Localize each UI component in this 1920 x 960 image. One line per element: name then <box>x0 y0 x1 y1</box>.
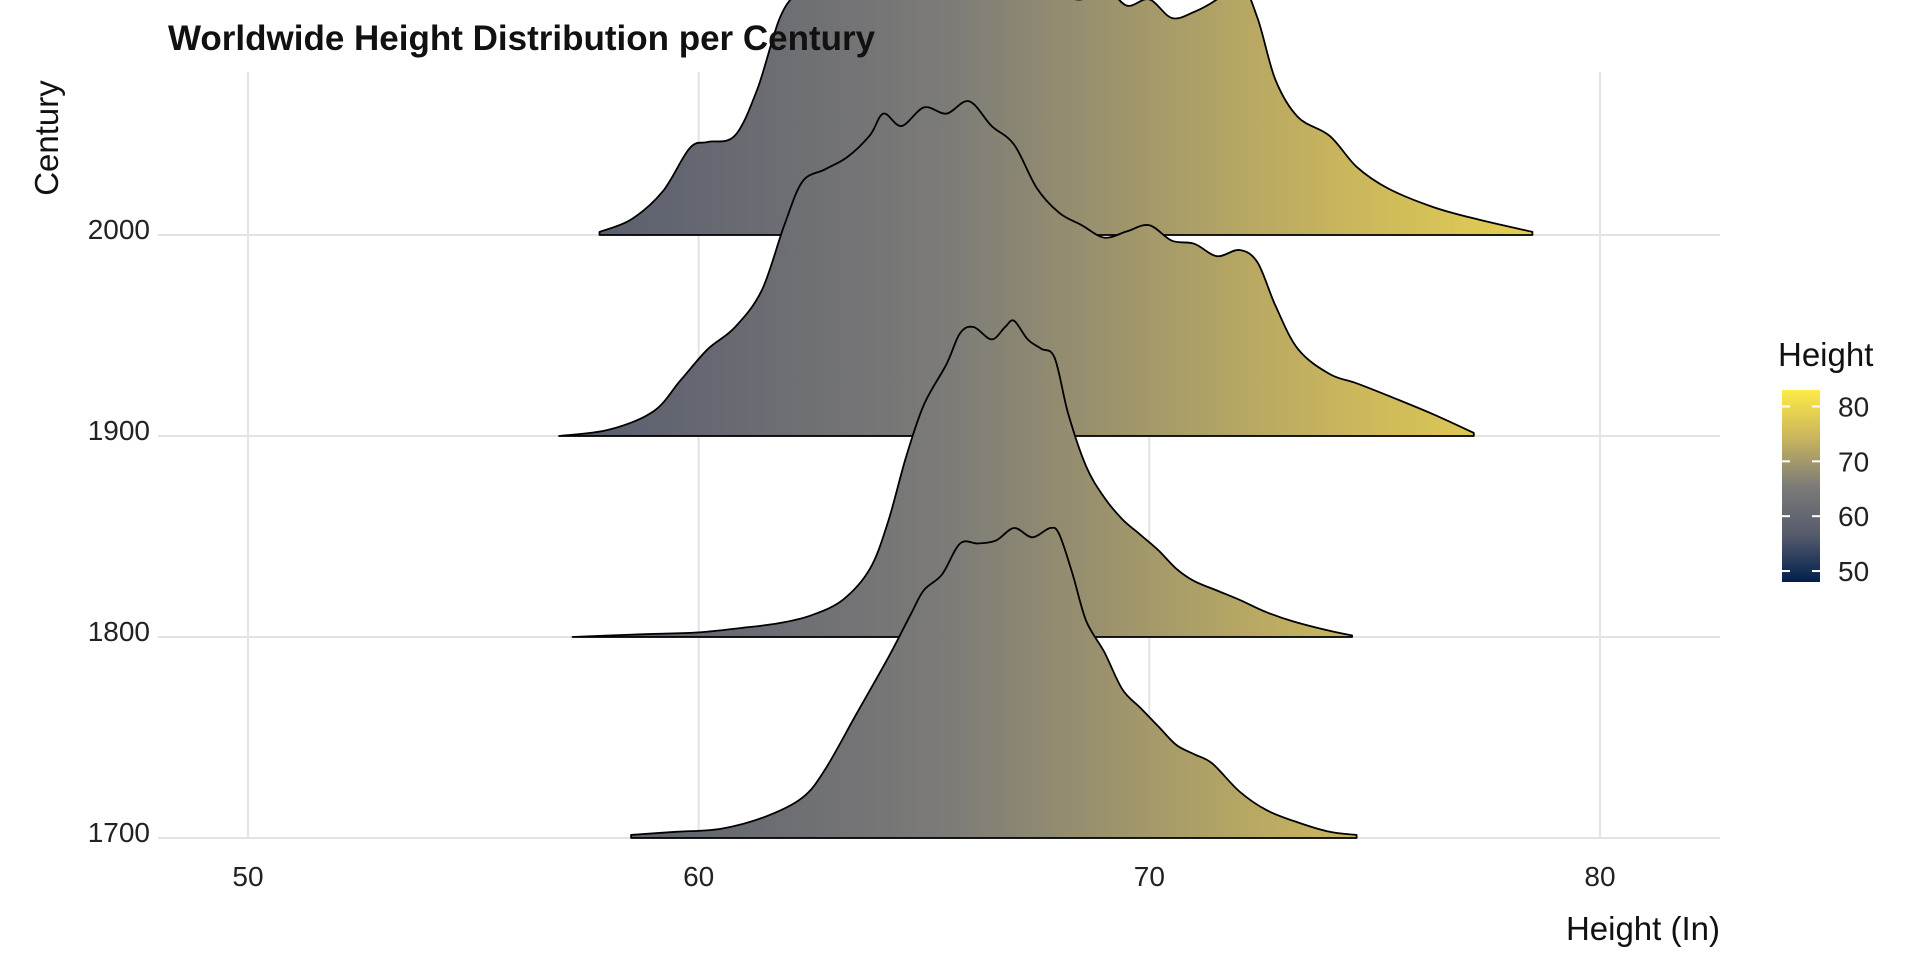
chart-title: Worldwide Height Distribution per Centur… <box>168 19 876 58</box>
legend-colorbar <box>1782 390 1820 582</box>
legend-label: 70 <box>1838 446 1869 477</box>
x-tick-label: 50 <box>232 861 263 892</box>
axes: 50 60 70 80 1700 1800 1900 2000 <box>88 214 1616 892</box>
legend: Height 50 60 70 80 <box>1778 336 1873 587</box>
y-tick-label: 1700 <box>88 817 150 848</box>
x-tick-label: 70 <box>1134 861 1165 892</box>
x-tick-label: 60 <box>683 861 714 892</box>
ridge-1800 <box>571 319 1353 638</box>
legend-label: 60 <box>1838 501 1869 532</box>
legend-label: 50 <box>1838 556 1869 587</box>
y-tick-label: 1900 <box>88 415 150 446</box>
y-tick-label: 2000 <box>88 214 150 245</box>
y-axis-title: Century <box>28 80 65 196</box>
legend-label: 80 <box>1838 391 1869 422</box>
x-tick-label: 80 <box>1584 861 1615 892</box>
y-tick-label: 1800 <box>88 616 150 647</box>
x-axis-title: Height (In) <box>1566 910 1720 947</box>
ridges <box>558 0 1534 839</box>
ridge-1900 <box>558 100 1475 437</box>
ridge-1700 <box>630 526 1358 839</box>
legend-title: Height <box>1778 336 1873 373</box>
